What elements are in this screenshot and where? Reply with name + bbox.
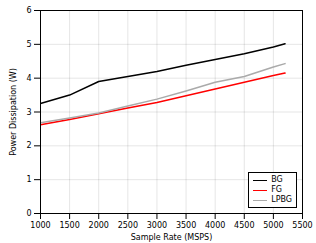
svg-text:3000: 3000 — [147, 221, 167, 230]
svg-text:Power Dissipation (W): Power Dissipation (W) — [9, 68, 18, 156]
svg-text:6: 6 — [26, 6, 31, 15]
svg-text:1000: 1000 — [30, 221, 50, 230]
svg-text:Sample Rate (MSPS): Sample Rate (MSPS) — [131, 233, 213, 242]
svg-text:5000: 5000 — [263, 221, 283, 230]
html-text:FG: FG — [271, 185, 282, 194]
html-text:LPBG: LPBG — [271, 195, 292, 204]
svg-text:2500: 2500 — [118, 221, 138, 230]
svg-text:4: 4 — [26, 74, 31, 83]
svg-text:2: 2 — [26, 141, 31, 150]
svg-text:2000: 2000 — [89, 221, 109, 230]
svg-text:5: 5 — [26, 40, 31, 49]
svg-text:3500: 3500 — [176, 221, 196, 230]
svg-text:1: 1 — [26, 175, 31, 184]
svg-text:3: 3 — [26, 108, 31, 117]
html-text:BG: BG — [271, 175, 283, 184]
svg-text:4000: 4000 — [205, 221, 225, 230]
svg-text:4500: 4500 — [234, 221, 254, 230]
svg-text:1500: 1500 — [59, 221, 79, 230]
svg-text:5500: 5500 — [292, 221, 312, 230]
svg-text:0: 0 — [26, 209, 31, 218]
